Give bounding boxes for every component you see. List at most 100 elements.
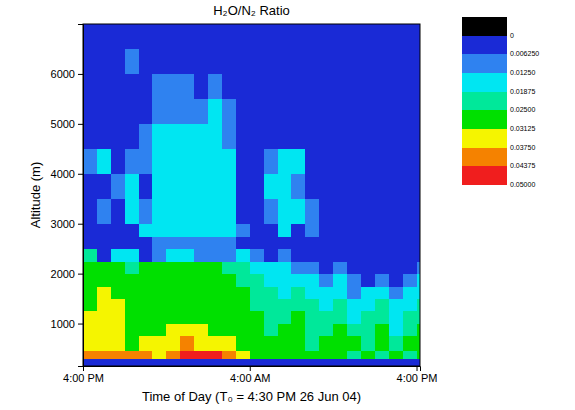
heat-cell (125, 311, 139, 324)
y-tick: 3000 (51, 218, 83, 230)
heat-cell (139, 249, 153, 262)
heat-cell (83, 249, 97, 262)
color-bar: 00.0062500.012500.018750.025000.031250.0… (462, 17, 539, 188)
heat-cell (125, 24, 139, 49)
heat-cell (305, 351, 319, 359)
color-bar-label: 0.02500 (510, 106, 535, 113)
heat-cell (111, 274, 125, 287)
heat-cell (166, 199, 180, 224)
heat-cell (97, 249, 111, 262)
heat-cell (180, 299, 194, 312)
heat-cell (278, 49, 292, 74)
heat-cell (208, 261, 222, 274)
heat-cell (305, 359, 319, 366)
heat-cell (347, 224, 361, 237)
heat-cell (403, 224, 417, 237)
heat-cell (319, 149, 333, 174)
x-axis: 4:00 PM4:00 AM4:00 PM (63, 366, 437, 384)
heat-cell (97, 351, 111, 359)
heat-cell (97, 49, 111, 74)
heat-cell (264, 174, 278, 199)
heat-cell (389, 99, 403, 124)
heat-cell (278, 74, 292, 99)
heat-cell (236, 236, 250, 249)
color-bar-box (462, 129, 507, 148)
heat-cell (222, 24, 236, 49)
heat-cell (319, 311, 333, 324)
heat-cell (111, 124, 125, 149)
y-tick-mark (78, 174, 83, 175)
heat-cell (389, 274, 403, 287)
heat-cell (347, 74, 361, 99)
heat-cell (125, 149, 139, 174)
heat-cell (291, 336, 305, 351)
heat-cell (222, 49, 236, 74)
heat-cell (139, 311, 153, 324)
heat-cell (250, 359, 264, 366)
heat-cell (111, 249, 125, 262)
heat-cell (83, 261, 97, 274)
heat-cell (97, 299, 111, 312)
heat-cell (208, 199, 222, 224)
heat-cell (305, 311, 319, 324)
heat-cell (236, 174, 250, 199)
heat-cell (347, 174, 361, 199)
heat-cell (236, 49, 250, 74)
heat-cell (305, 336, 319, 351)
heat-cell (417, 274, 420, 287)
heat-cell (291, 224, 305, 237)
heat-cell (417, 359, 420, 366)
heat-cell (389, 261, 403, 274)
heat-cell (361, 324, 375, 337)
heat-cell (264, 249, 278, 262)
heat-cell (194, 49, 208, 74)
heat-cell (361, 351, 375, 359)
heat-cell (83, 324, 97, 337)
heat-cell (152, 74, 166, 99)
chart: 4:00 PM4:00 AM4:00 PM1000200030004000500… (0, 0, 575, 410)
heat-cell (361, 359, 375, 366)
heat-cell (83, 359, 97, 366)
heat-cell (139, 24, 153, 49)
heat-cell (403, 24, 417, 49)
heat-cell (403, 99, 417, 124)
heat-cell (166, 359, 180, 366)
heat-cell (83, 74, 97, 99)
heat-cell (361, 224, 375, 237)
heat-cell (375, 359, 389, 366)
heat-cell (125, 351, 139, 359)
heat-cell (236, 249, 250, 262)
heat-cell (152, 249, 166, 262)
heat-cell (417, 74, 420, 99)
heat-cell (139, 274, 153, 287)
heat-cell (361, 249, 375, 262)
heat-cell (347, 311, 361, 324)
y-tick: 5000 (51, 118, 83, 130)
y-axis-title: Altitude (m) (28, 162, 43, 228)
heat-cell (417, 286, 420, 299)
heat-cell (194, 336, 208, 351)
heat-cell (222, 149, 236, 174)
color-bar-box (462, 17, 507, 36)
y-tick-mark (78, 124, 83, 125)
heat-cell (194, 174, 208, 199)
heat-cell (180, 359, 194, 366)
x-tick: 4:00 AM (230, 366, 270, 384)
heat-cell (347, 274, 361, 287)
heat-cell (139, 124, 153, 149)
heat-cell (97, 336, 111, 351)
heat-cell (319, 351, 333, 359)
heat-cell (375, 236, 389, 249)
heat-cell (305, 249, 319, 262)
heat-cell (250, 224, 264, 237)
heat-cell (250, 74, 264, 99)
heat-cell (194, 274, 208, 287)
heat-cell (250, 351, 264, 359)
heat-cell (305, 324, 319, 337)
y-axis-line (78, 25, 84, 367)
heat-cell (389, 236, 403, 249)
heat-cell (319, 299, 333, 312)
heat-cell (180, 324, 194, 337)
heat-cell (125, 249, 139, 262)
heat-cell (375, 261, 389, 274)
